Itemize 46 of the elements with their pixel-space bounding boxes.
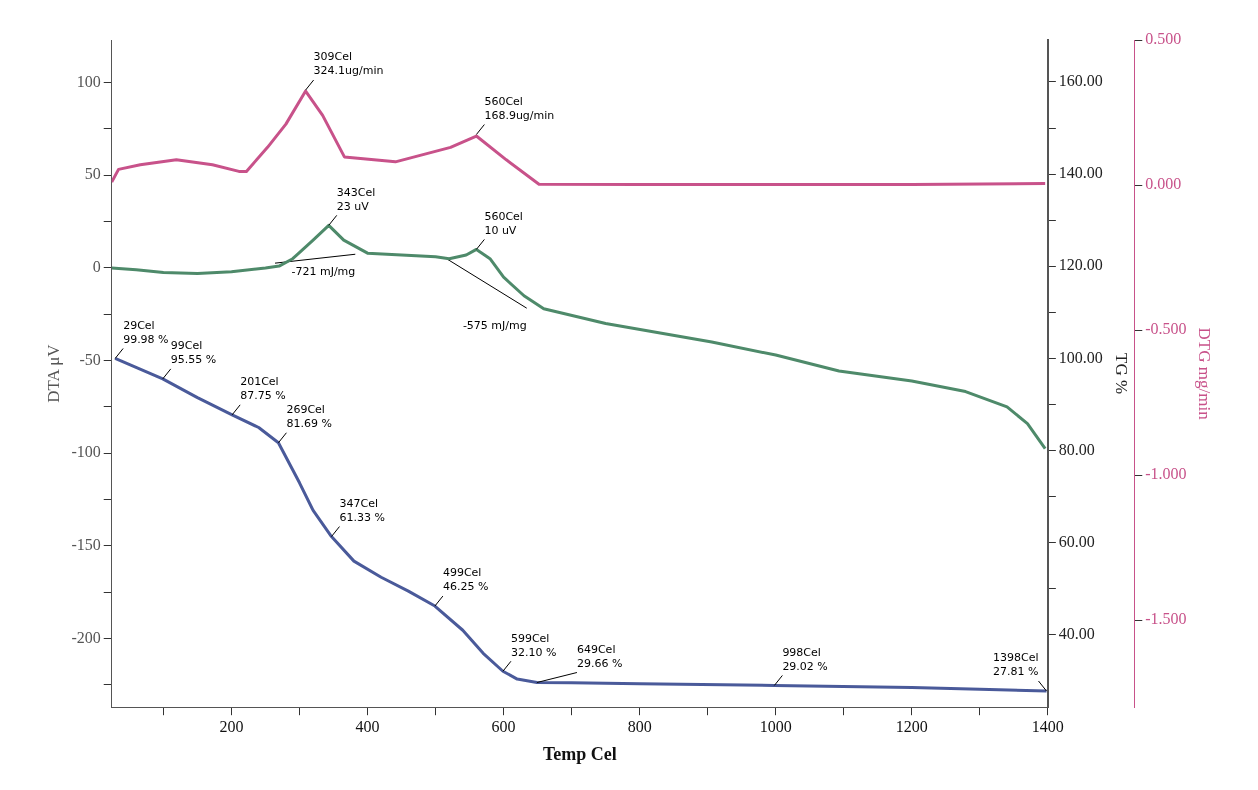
x-tick-label: 200 <box>219 718 244 735</box>
x-tick-label: 800 <box>627 718 652 735</box>
data-label: 201Cel 87.75 % <box>240 375 286 403</box>
annotation: 309Cel 324.1ug/min <box>313 50 384 78</box>
y2-tick-label: 100.00 <box>1058 348 1103 366</box>
y3-tick-label: -1.500 <box>1145 610 1187 628</box>
data-label: 343Cel 23 uV <box>336 185 376 213</box>
y2-tick-label: 140.00 <box>1058 164 1103 182</box>
y-tick-label: 100 <box>76 72 101 90</box>
y-tick-label: -150 <box>71 536 101 554</box>
x-axis-title: Temp Cel <box>542 743 617 764</box>
y3-tick-label: 0.000 <box>1145 175 1182 193</box>
data-label: 998Cel 29.02 % <box>782 645 828 673</box>
data-label: 1398Cel 27.81 % <box>993 651 1039 679</box>
y3-tick-label: 0.500 <box>1145 30 1182 48</box>
data-label: 599Cel 32.10 % <box>510 631 557 659</box>
y-tick-label: 50 <box>84 165 101 183</box>
data-label: 29Cel 99.98 % <box>123 318 169 346</box>
y-tick-label: -50 <box>79 350 101 368</box>
y-tick-label: -200 <box>71 628 101 646</box>
y3-tick-label: -1.000 <box>1145 465 1187 483</box>
x-tick-label: 1200 <box>895 718 928 735</box>
x-tick-label: 1000 <box>759 718 792 735</box>
y2-tick-label: 80.00 <box>1058 440 1095 458</box>
y2-tick-label: 40.00 <box>1058 625 1095 643</box>
annotation: -721 mJ/mg <box>291 264 356 278</box>
y3-tick-label: -0.500 <box>1145 320 1187 338</box>
y-axis-title: DTA μV <box>43 343 63 403</box>
data-label: 649Cel 29.66 % <box>576 642 623 670</box>
x-tick-label: 400 <box>355 718 380 735</box>
data-label: 347Cel 61.33 % <box>339 496 385 524</box>
x-tick-label: 600 <box>491 718 516 735</box>
y3-axis-title: DTG mg/min <box>1195 327 1215 421</box>
y-tick-label: 0 <box>92 258 101 276</box>
annotation: 560Cel 168.9ug/min <box>484 94 555 122</box>
data-label: 99Cel 95.55 % <box>170 339 217 367</box>
y2-axis-title: TG % <box>1111 353 1131 395</box>
y2-tick-label: 120.00 <box>1058 256 1103 274</box>
annotation: -575 mJ/mg <box>462 318 527 332</box>
data-label: 499Cel 46.25 % <box>442 566 489 594</box>
data-label: 269Cel 81.69 % <box>286 403 332 431</box>
y-tick-label: -100 <box>71 443 101 461</box>
data-label: 560Cel 10 uV <box>484 209 523 237</box>
x-tick-label: 1400 <box>1031 718 1064 735</box>
y2-tick-label: 160.00 <box>1058 72 1103 90</box>
y2-tick-label: 60.00 <box>1058 532 1095 550</box>
